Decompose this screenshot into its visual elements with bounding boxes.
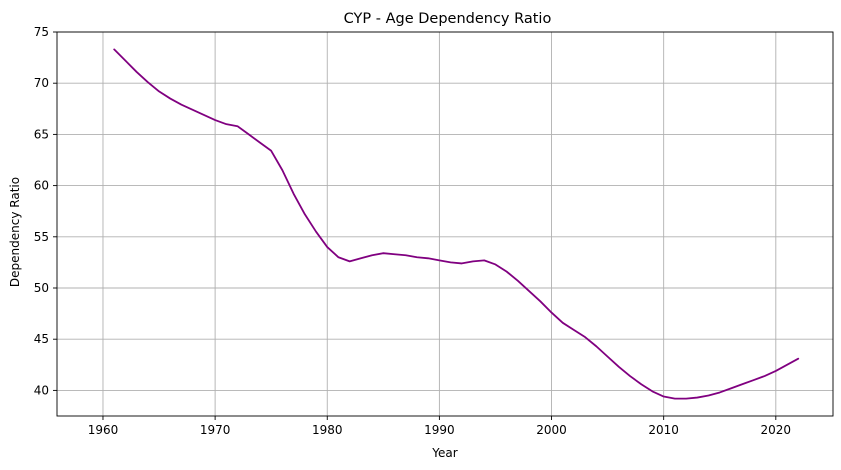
grid bbox=[57, 31, 833, 416]
chart-title: CYP - Age Dependency Ratio bbox=[344, 11, 552, 27]
y-axis-ticks: 40 45 50 55 60 65 70 75 bbox=[34, 25, 57, 397]
x-tick-label: 1990 bbox=[424, 423, 455, 437]
x-tick-label: 1980 bbox=[312, 423, 343, 437]
y-tick-label: 65 bbox=[34, 127, 49, 141]
x-tick-label: 1970 bbox=[200, 423, 231, 437]
x-axis-ticks: 1960 1970 1980 1990 2000 2010 2020 bbox=[88, 416, 791, 437]
y-tick-label: 60 bbox=[34, 179, 49, 193]
y-tick-label: 40 bbox=[34, 383, 49, 397]
y-axis-label: Dependency Ratio bbox=[8, 177, 22, 287]
y-tick-label: 55 bbox=[34, 230, 49, 244]
y-tick-label: 70 bbox=[34, 76, 49, 90]
y-tick-label: 50 bbox=[34, 281, 49, 295]
x-axis-label: Year bbox=[431, 446, 457, 460]
x-tick-label: 2010 bbox=[648, 423, 679, 437]
x-tick-label: 2020 bbox=[761, 423, 792, 437]
y-tick-label: 75 bbox=[34, 25, 49, 39]
x-tick-label: 2000 bbox=[536, 423, 567, 437]
series-line-age-dependency-ratio bbox=[113, 48, 800, 400]
plot-frame bbox=[56, 31, 834, 417]
x-tick-label: 1960 bbox=[88, 423, 119, 437]
y-tick-label: 45 bbox=[34, 332, 49, 346]
